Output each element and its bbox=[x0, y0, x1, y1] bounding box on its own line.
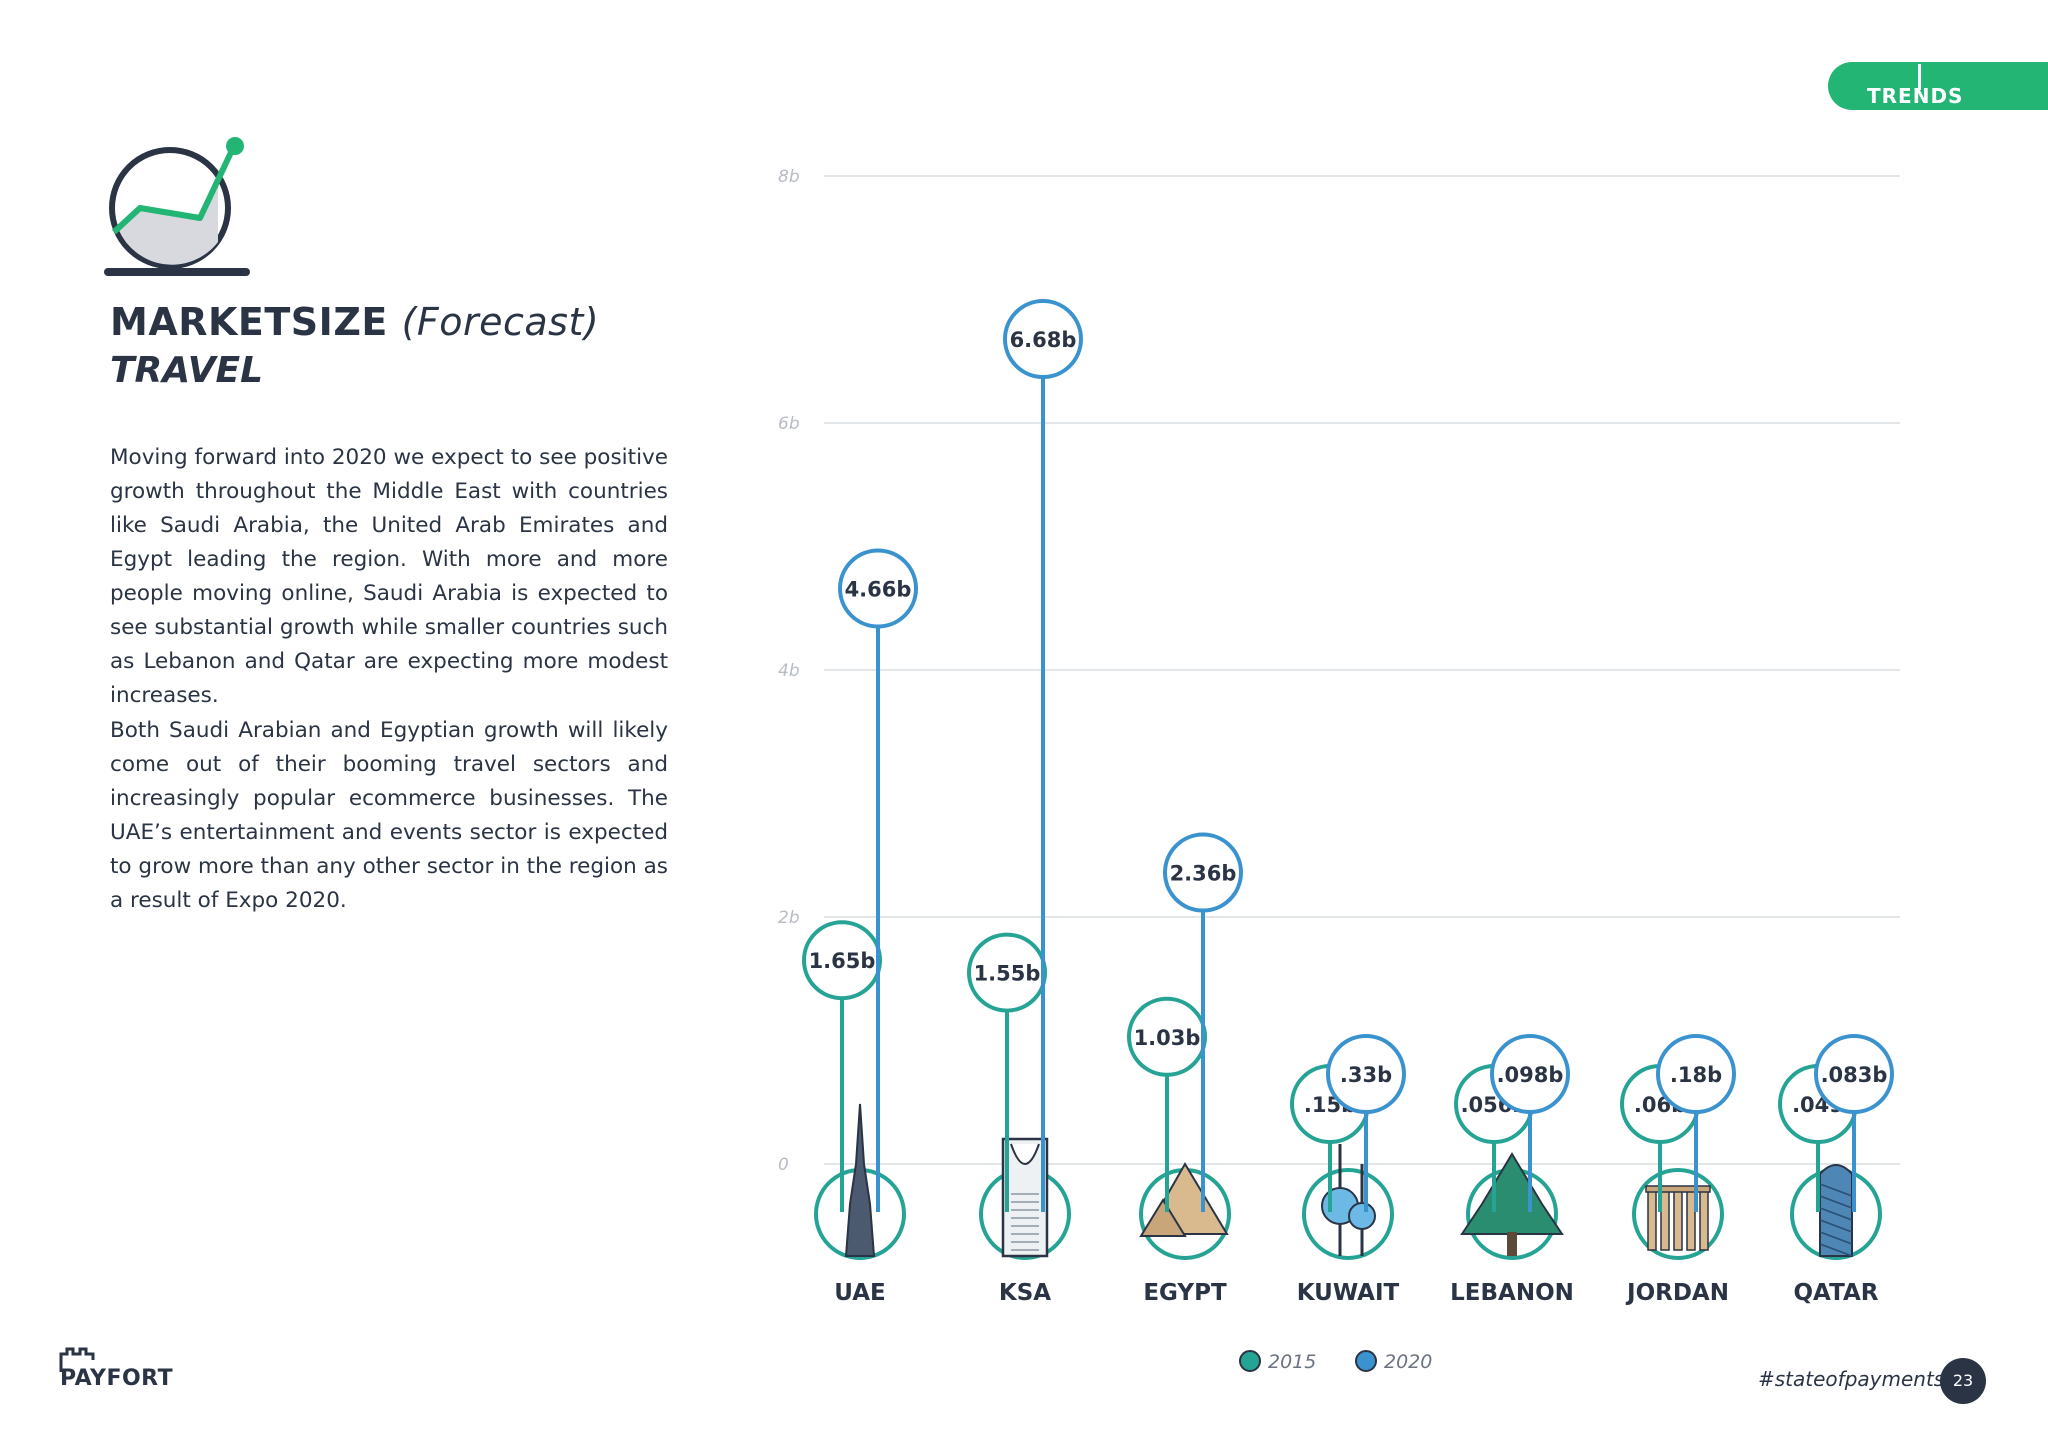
data-label-2020: 2.36b bbox=[1170, 862, 1237, 886]
data-point-2020 bbox=[1163, 832, 1243, 913]
title-main: MARKETSIZE bbox=[110, 300, 388, 344]
title-qualifier: (Forecast) bbox=[401, 300, 600, 344]
trends-tab bbox=[1828, 62, 2048, 110]
y-tick-label: 4b bbox=[778, 661, 800, 681]
data-label-2020: 6.68b bbox=[1010, 328, 1077, 352]
data-point-2020 bbox=[838, 548, 918, 629]
category-label: QATAR bbox=[1794, 1280, 1879, 1306]
data-label-2020: .18b bbox=[1670, 1063, 1722, 1087]
category-label: JORDAN bbox=[1625, 1280, 1729, 1306]
data-label-2020: .083b bbox=[1821, 1063, 1888, 1087]
body-paragraph-2: Both Saudi Arabian and Egyptian growth w… bbox=[110, 718, 668, 913]
y-tick-label: 0 bbox=[778, 1155, 789, 1175]
data-point-2020 bbox=[1656, 1034, 1736, 1114]
legend-label-2020: 2020 bbox=[1384, 1351, 1432, 1373]
payfort-logo-text: PAYFORT bbox=[60, 1366, 174, 1391]
kingdom-tower-icon bbox=[1001, 1137, 1049, 1258]
doha-tower-icon bbox=[1819, 1164, 1853, 1257]
legend-swatch-2015 bbox=[1239, 1350, 1261, 1372]
trends-tab-tick bbox=[1918, 64, 1921, 90]
y-tick-label: 2b bbox=[778, 908, 800, 928]
page-title: MARKETSIZE (Forecast) bbox=[110, 300, 599, 344]
trends-tab-label: TRENDS bbox=[1867, 84, 1964, 108]
data-label-2020: .33b bbox=[1340, 1063, 1392, 1087]
category-label: EGYPT bbox=[1143, 1280, 1227, 1306]
body-paragraph-1: Moving forward into 2020 we expect to se… bbox=[110, 445, 668, 708]
jerash-columns-icon bbox=[1645, 1185, 1711, 1251]
data-label-2015: 1.55b bbox=[974, 962, 1041, 986]
category-label: KSA bbox=[999, 1280, 1051, 1306]
data-point-2020 bbox=[1326, 1034, 1406, 1114]
category-label: UAE bbox=[834, 1280, 885, 1306]
data-label-2015: 1.03b bbox=[1134, 1026, 1201, 1050]
category-label: KUWAIT bbox=[1297, 1280, 1400, 1306]
legend-label-2015: 2015 bbox=[1268, 1351, 1316, 1373]
legend-swatch-2020 bbox=[1355, 1350, 1377, 1372]
data-label-2020: .098b bbox=[1497, 1063, 1564, 1087]
payfort-logo-icon bbox=[58, 1346, 188, 1392]
data-label-2020: 4.66b bbox=[845, 577, 912, 601]
category-label: LEBANON bbox=[1450, 1280, 1574, 1306]
hashtag: #stateofpayments bbox=[1758, 1367, 1945, 1391]
burj-khalifa-icon bbox=[844, 1103, 876, 1257]
data-point-2020 bbox=[1003, 299, 1083, 380]
page-number: 23 bbox=[1940, 1358, 1986, 1404]
cedar-tree-icon bbox=[1460, 1152, 1564, 1256]
growth-chart-icon bbox=[100, 132, 260, 282]
data-point-2020 bbox=[1814, 1034, 1894, 1114]
data-point-2020 bbox=[1490, 1034, 1570, 1114]
y-tick-label: 8b bbox=[778, 167, 800, 187]
page-subtitle: TRAVEL bbox=[110, 350, 264, 391]
market-size-chart: 0 2b 4b 6b 8b 1.65b 4.66b UAE 1.55b 6.68b KSA 1.03b… bbox=[778, 167, 1900, 1373]
data-label-2015: 1.65b bbox=[809, 949, 876, 973]
y-tick-label: 6b bbox=[778, 414, 800, 434]
